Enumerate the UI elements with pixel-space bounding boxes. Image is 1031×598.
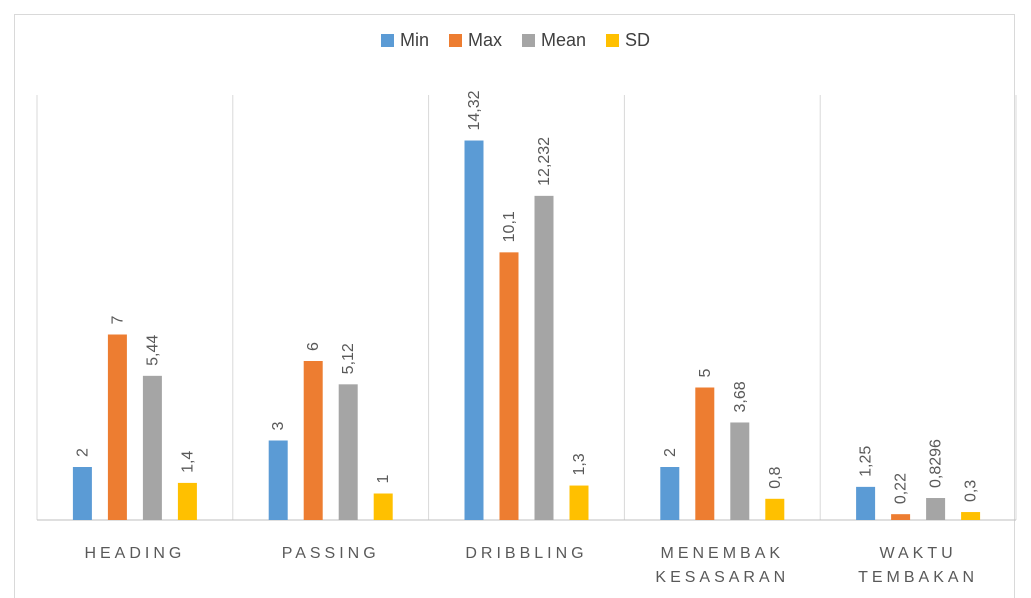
bar-max	[107, 334, 127, 520]
legend-item-sd: SD	[606, 30, 650, 51]
legend: Min Max Mean SD	[0, 30, 1031, 51]
data-label: 0,8	[767, 466, 784, 488]
legend-swatch-min	[380, 34, 394, 47]
bar-sd	[961, 512, 981, 520]
legend-swatch-mean	[521, 34, 535, 47]
bar-mean	[338, 384, 358, 520]
data-label: 6	[305, 342, 322, 351]
category-label: MENEMBAK	[661, 545, 785, 562]
bar-max	[303, 361, 323, 520]
data-label: 0,3	[963, 480, 980, 502]
data-label: 5,44	[144, 335, 161, 366]
data-label: 5	[697, 369, 714, 378]
bar-sd	[373, 493, 393, 520]
category-label: KESASARAN	[655, 569, 789, 586]
legend-label-min: Min	[399, 30, 429, 50]
bar-sd	[177, 482, 197, 520]
chart-frame	[14, 14, 1015, 598]
data-label: 2	[74, 448, 91, 457]
data-label: 1,25	[858, 446, 875, 477]
data-label: 1	[375, 475, 392, 484]
bar-min	[660, 467, 680, 520]
category-label: WAKTU	[880, 545, 957, 562]
bar-min	[856, 486, 876, 520]
data-label: 0,8296	[928, 439, 945, 488]
bar-max	[891, 514, 911, 520]
legend-item-max: Max	[448, 30, 502, 51]
data-label: 3	[270, 422, 287, 431]
legend-item-min: Min	[380, 30, 429, 51]
data-label: 3,68	[732, 381, 749, 412]
bar-min	[72, 467, 92, 520]
category-label: DRIBBLING	[465, 545, 587, 562]
bar-sd	[569, 485, 589, 520]
bar-max	[499, 252, 519, 520]
bar-min	[464, 140, 484, 520]
data-label: 7	[109, 316, 126, 325]
data-label: 12,232	[536, 137, 553, 186]
bar-mean	[142, 375, 162, 520]
data-label: 14,32	[466, 90, 483, 130]
legend-item-mean: Mean	[521, 30, 587, 51]
bar-sd	[765, 498, 785, 520]
bar-mean	[730, 422, 750, 520]
data-label: 10,1	[501, 211, 518, 242]
bar-mean	[926, 498, 946, 520]
category-label: PASSING	[282, 545, 380, 562]
legend-label-mean: Mean	[540, 30, 587, 50]
data-label: 0,22	[893, 473, 910, 504]
data-label: 1,4	[179, 451, 196, 473]
bar-mean	[534, 195, 554, 521]
category-label: TEMBAKAN	[858, 569, 978, 586]
legend-label-max: Max	[467, 30, 502, 50]
legend-swatch-sd	[606, 34, 620, 47]
bar-min	[268, 440, 288, 520]
data-label: 2	[662, 448, 679, 457]
category-label: HEADING	[84, 545, 185, 562]
bar-max	[695, 387, 715, 520]
data-label: 1,3	[571, 453, 588, 475]
legend-swatch-max	[448, 34, 462, 47]
legend-label-sd: SD	[625, 30, 651, 50]
data-label: 5,12	[340, 343, 357, 374]
